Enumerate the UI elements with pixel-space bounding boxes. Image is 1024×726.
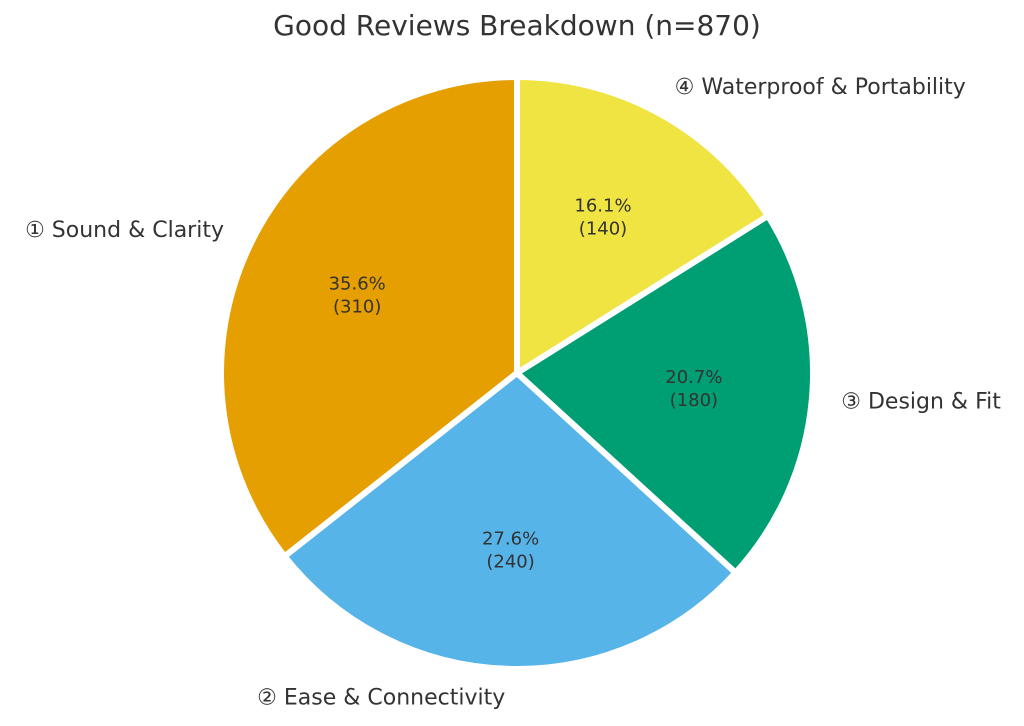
- pie-slice: [514, 74, 771, 376]
- slice-label: ③ Design & Fit: [841, 389, 1001, 414]
- value-label: (310): [333, 297, 381, 318]
- percent-label: 35.6%: [329, 274, 386, 295]
- value-label: (180): [670, 390, 718, 411]
- value-label: (140): [579, 219, 627, 240]
- percent-label: 20.7%: [665, 367, 722, 388]
- chart-title: Good Reviews Breakdown (n=870): [273, 9, 761, 42]
- pie-slice: [281, 370, 739, 672]
- slice-label: ④ Waterproof & Portability: [675, 75, 966, 100]
- percent-label: 16.1%: [574, 196, 631, 217]
- pie-slice: [218, 74, 520, 560]
- percent-label: 27.6%: [482, 528, 539, 549]
- pie-slice: [514, 212, 816, 576]
- value-label: (240): [486, 551, 534, 572]
- slice-label: ① Sound & Clarity: [25, 218, 224, 243]
- slice-label: ② Ease & Connectivity: [257, 685, 505, 710]
